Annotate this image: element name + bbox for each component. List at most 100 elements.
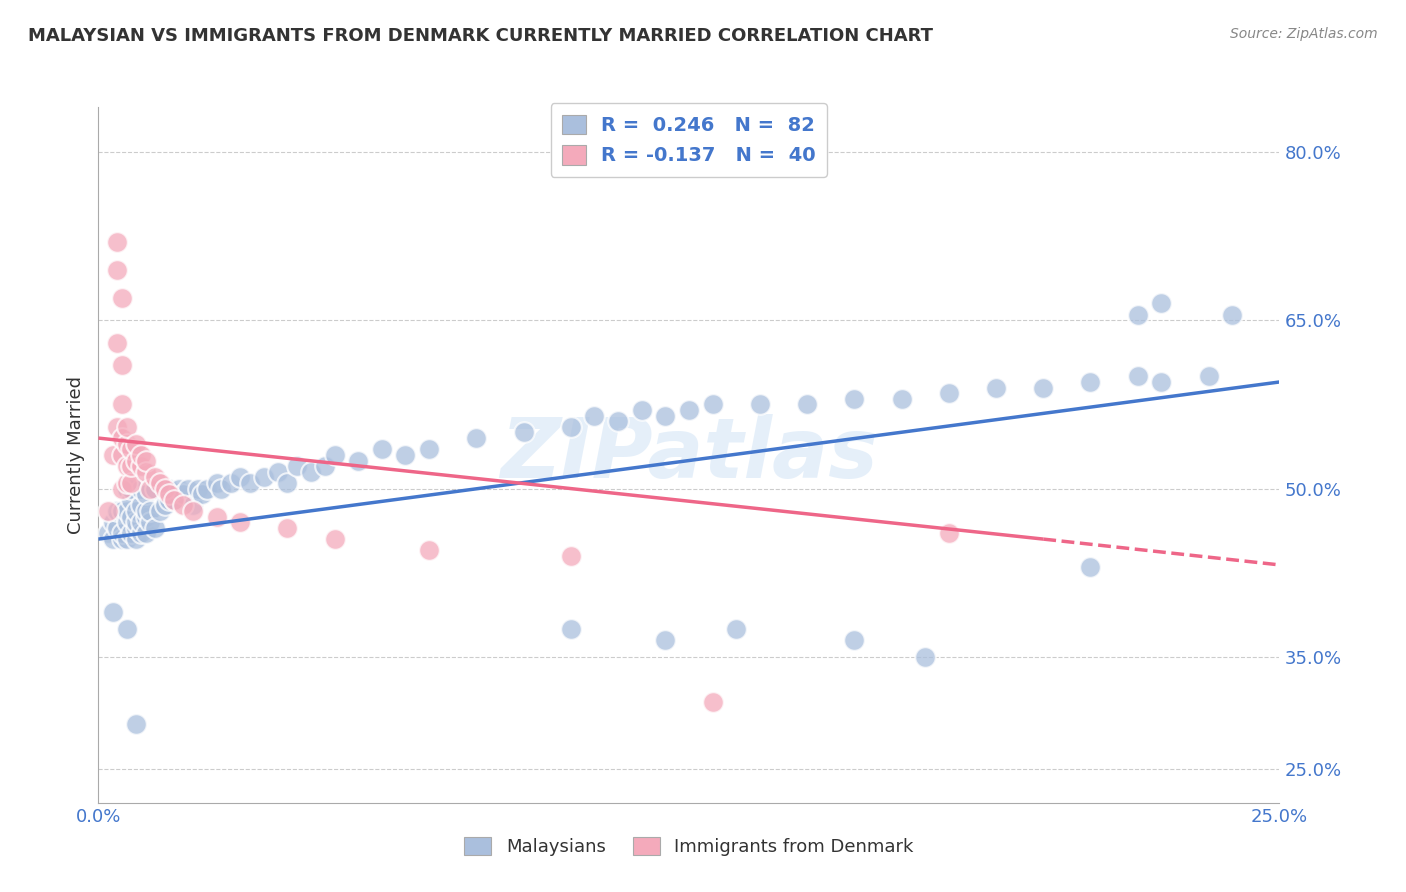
Point bbox=[253, 470, 276, 484]
Point bbox=[167, 482, 190, 496]
Point bbox=[191, 487, 214, 501]
Point bbox=[101, 448, 124, 462]
Point bbox=[125, 515, 148, 529]
Point bbox=[121, 492, 143, 507]
Point bbox=[583, 409, 606, 423]
Point bbox=[129, 526, 152, 541]
Point bbox=[111, 291, 134, 305]
Point bbox=[938, 526, 960, 541]
Point bbox=[125, 436, 148, 450]
Point bbox=[702, 397, 724, 411]
Point bbox=[121, 475, 143, 490]
Point bbox=[323, 448, 346, 462]
Point bbox=[135, 526, 157, 541]
Point bbox=[560, 622, 582, 636]
Point bbox=[143, 482, 166, 496]
Point bbox=[654, 633, 676, 648]
Legend: Malaysians, Immigrants from Denmark: Malaysians, Immigrants from Denmark bbox=[457, 830, 921, 863]
Point bbox=[1220, 308, 1243, 322]
Point bbox=[111, 504, 134, 518]
Point bbox=[1126, 369, 1149, 384]
Point bbox=[97, 504, 120, 518]
Point bbox=[105, 335, 128, 350]
Point bbox=[654, 409, 676, 423]
Point bbox=[914, 649, 936, 664]
Point bbox=[205, 509, 228, 524]
Point bbox=[121, 442, 143, 457]
Point bbox=[125, 717, 148, 731]
Y-axis label: Currently Married: Currently Married bbox=[66, 376, 84, 534]
Point bbox=[285, 459, 308, 474]
Point bbox=[239, 475, 262, 490]
Point bbox=[115, 622, 138, 636]
Point bbox=[229, 515, 252, 529]
Point bbox=[129, 459, 152, 474]
Point bbox=[121, 482, 143, 496]
Point bbox=[121, 509, 143, 524]
Point bbox=[111, 482, 134, 496]
Point bbox=[630, 403, 652, 417]
Point bbox=[163, 492, 186, 507]
Point bbox=[181, 499, 204, 513]
Point bbox=[1032, 381, 1054, 395]
Point bbox=[796, 397, 818, 411]
Point bbox=[115, 475, 138, 490]
Point bbox=[219, 475, 242, 490]
Point bbox=[125, 453, 148, 467]
Point bbox=[418, 442, 440, 457]
Point bbox=[229, 470, 252, 484]
Point bbox=[172, 499, 194, 513]
Point bbox=[111, 526, 134, 541]
Point bbox=[984, 381, 1007, 395]
Point bbox=[187, 482, 209, 496]
Point bbox=[347, 453, 370, 467]
Point bbox=[844, 633, 866, 648]
Point bbox=[135, 509, 157, 524]
Point bbox=[105, 235, 128, 249]
Point bbox=[299, 465, 322, 479]
Point bbox=[135, 487, 157, 501]
Point bbox=[1126, 308, 1149, 322]
Point bbox=[115, 436, 138, 450]
Point bbox=[115, 532, 138, 546]
Point bbox=[157, 482, 180, 496]
Point bbox=[125, 521, 148, 535]
Point bbox=[418, 543, 440, 558]
Point bbox=[512, 425, 534, 440]
Point bbox=[139, 482, 162, 496]
Point bbox=[125, 532, 148, 546]
Point bbox=[149, 504, 172, 518]
Point bbox=[97, 526, 120, 541]
Point bbox=[725, 622, 748, 636]
Point bbox=[678, 403, 700, 417]
Point bbox=[153, 499, 176, 513]
Text: MALAYSIAN VS IMMIGRANTS FROM DENMARK CURRENTLY MARRIED CORRELATION CHART: MALAYSIAN VS IMMIGRANTS FROM DENMARK CUR… bbox=[28, 27, 934, 45]
Point bbox=[371, 442, 394, 457]
Point bbox=[181, 504, 204, 518]
Point bbox=[105, 521, 128, 535]
Point bbox=[890, 392, 912, 406]
Point bbox=[111, 358, 134, 372]
Point bbox=[139, 504, 162, 518]
Point bbox=[139, 515, 162, 529]
Point bbox=[465, 431, 488, 445]
Point bbox=[748, 397, 770, 411]
Point bbox=[115, 515, 138, 529]
Point bbox=[1080, 560, 1102, 574]
Point bbox=[129, 515, 152, 529]
Point bbox=[105, 262, 128, 277]
Point bbox=[560, 420, 582, 434]
Point bbox=[135, 453, 157, 467]
Point bbox=[143, 521, 166, 535]
Point bbox=[702, 695, 724, 709]
Text: ZIPatlas: ZIPatlas bbox=[501, 415, 877, 495]
Point bbox=[129, 499, 152, 513]
Point bbox=[394, 448, 416, 462]
Point bbox=[267, 465, 290, 479]
Point bbox=[153, 482, 176, 496]
Point bbox=[938, 386, 960, 401]
Point bbox=[314, 459, 336, 474]
Point bbox=[177, 482, 200, 496]
Text: Source: ZipAtlas.com: Source: ZipAtlas.com bbox=[1230, 27, 1378, 41]
Point bbox=[560, 549, 582, 563]
